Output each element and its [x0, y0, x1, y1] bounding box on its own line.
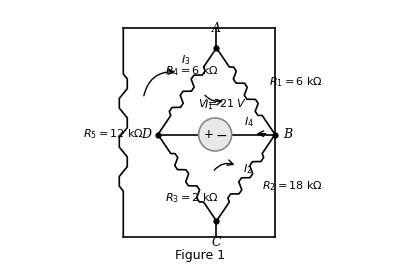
Text: $R_5 = 12\ \mathrm{k}\Omega$: $R_5 = 12\ \mathrm{k}\Omega$	[83, 128, 144, 141]
Text: B: B	[283, 128, 292, 141]
Circle shape	[198, 118, 232, 151]
Text: $R_3 = 2\ \mathrm{k}\Omega$: $R_3 = 2\ \mathrm{k}\Omega$	[164, 192, 219, 205]
Text: $I_3$: $I_3$	[180, 53, 190, 67]
Text: $I_4$: $I_4$	[243, 115, 253, 129]
Text: $V = 21$ V: $V = 21$ V	[198, 97, 247, 109]
Text: $R_4 = 6\ \mathrm{k}\Omega$: $R_4 = 6\ \mathrm{k}\Omega$	[164, 64, 219, 77]
Text: Figure 1: Figure 1	[176, 249, 225, 262]
Text: D: D	[141, 128, 151, 141]
Text: A: A	[212, 22, 221, 35]
Text: $R_1 = 6\ \mathrm{k}\Omega$: $R_1 = 6\ \mathrm{k}\Omega$	[269, 76, 323, 90]
Text: $-$: $-$	[215, 128, 227, 141]
Text: $I_1$: $I_1$	[204, 98, 213, 112]
Text: C: C	[212, 236, 221, 249]
Text: $+$: $+$	[203, 128, 213, 141]
Text: $R_2 = 18\ \mathrm{k}\Omega$: $R_2 = 18\ \mathrm{k}\Omega$	[262, 179, 323, 193]
Text: $I_2$: $I_2$	[243, 162, 252, 176]
